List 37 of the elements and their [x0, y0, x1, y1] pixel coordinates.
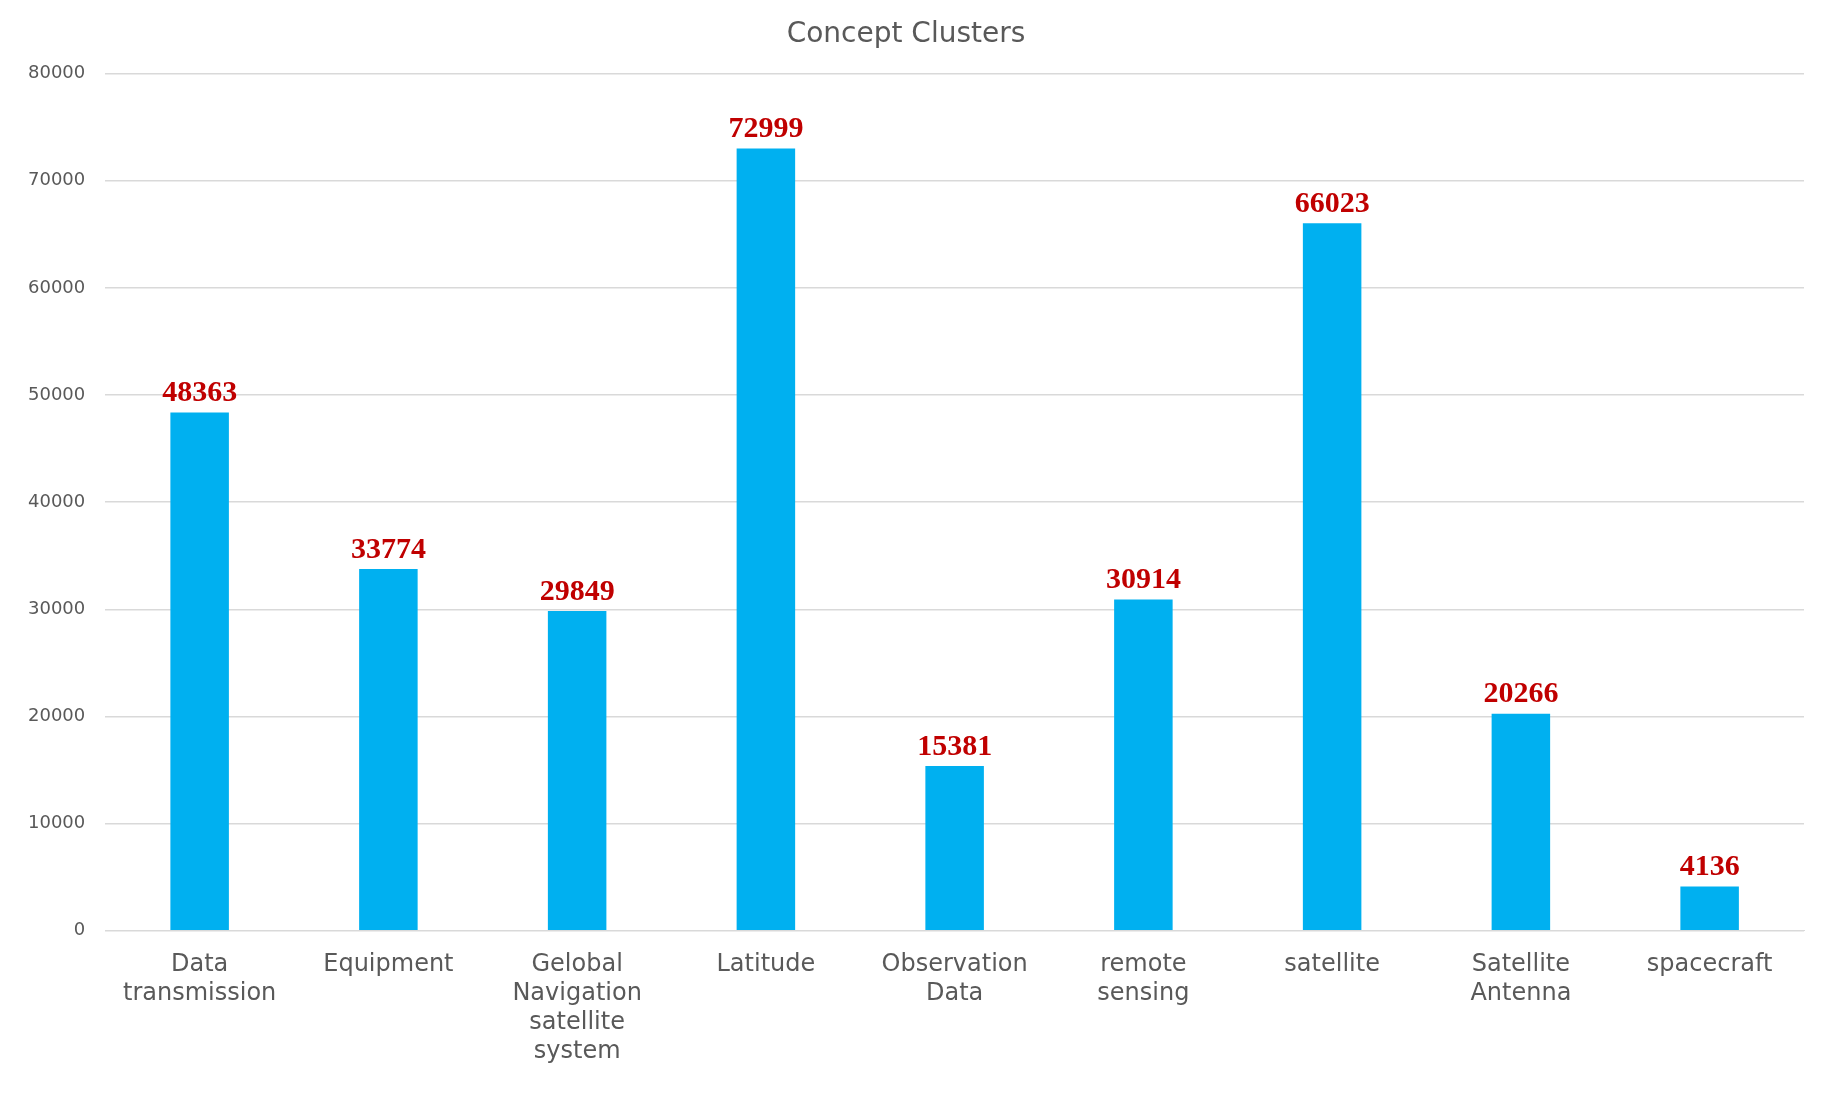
y-tick-label: 60000 — [28, 275, 86, 297]
y-tick-label: 20000 — [28, 704, 86, 726]
bar — [736, 148, 796, 931]
bar — [1114, 599, 1173, 931]
x-tick-label: Latitude — [716, 949, 816, 978]
y-tick-label: 30000 — [28, 597, 86, 619]
data-label: 66023 — [1294, 185, 1370, 219]
x-tick-label: Data transmission — [122, 949, 277, 1007]
y-tick-label: 80000 — [28, 61, 86, 83]
bar — [170, 412, 229, 931]
x-tick-label: Observation Data — [881, 949, 1028, 1007]
x-tick-label: Gelobal Navigation satellite system — [512, 949, 642, 1064]
data-label: 15381 — [917, 727, 993, 761]
y-tick-label: 10000 — [28, 811, 86, 833]
data-label: 20266 — [1483, 675, 1559, 709]
y-tick-label: 50000 — [28, 382, 86, 404]
data-label: 72999 — [728, 110, 804, 144]
data-label: 33774 — [350, 530, 426, 564]
bar — [1491, 713, 1551, 931]
data-label: 48363 — [162, 374, 238, 408]
chart-title: Concept Clusters — [786, 16, 1026, 50]
bar — [1680, 886, 1739, 931]
bar — [925, 765, 984, 931]
y-tick-label: 70000 — [28, 168, 86, 190]
x-tick-label: satellite — [1284, 949, 1380, 978]
data-label: 4136 — [1679, 848, 1740, 882]
bar — [547, 610, 607, 931]
data-label: 30914 — [1105, 561, 1181, 595]
bar — [1302, 223, 1362, 931]
x-tick-label: Satellite Antenna — [1470, 949, 1572, 1007]
y-tick-label: 40000 — [28, 489, 86, 511]
data-label: 29849 — [539, 572, 615, 606]
x-tick-label: spacecraft — [1646, 949, 1773, 978]
bar — [359, 568, 418, 931]
x-tick-label: Equipment — [323, 949, 454, 978]
x-tick-label: remote sensing — [1097, 949, 1190, 1007]
y-tick-label: 0 — [73, 918, 86, 940]
